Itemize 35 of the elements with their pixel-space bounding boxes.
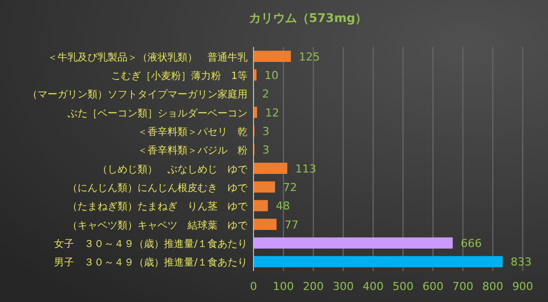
data-label: 2 (262, 88, 270, 101)
y-tick-label: 女子 ３０～４９（歳）推進量/１食あたり (54, 238, 248, 250)
x-tick-label: 0 (250, 280, 257, 293)
y-tick-label: （キャベツ類）キャベツ 結球葉 ゆで (68, 219, 248, 232)
y-tick-label: （しめじ類） ぶなしめじ ゆで (98, 163, 248, 176)
chart-title: カリウム（573mg） (249, 11, 368, 25)
data-label: 125 (298, 50, 320, 64)
y-tick-label: ＜牛乳及び乳製品＞（液状乳類） 普通牛乳 (48, 51, 248, 64)
x-tick-label: 200 (302, 280, 324, 293)
data-label: 3 (262, 144, 270, 157)
y-tick-label: こむぎ［小麦粉］薄力粉 1等 (111, 70, 248, 82)
x-tick-label: 500 (392, 280, 414, 293)
y-tick-label: ＜香辛料類＞パセリ 乾 (138, 126, 248, 138)
y-tick-label: （マーガリン類）ソフトタイプマーガリン家庭用 (28, 88, 248, 101)
data-label: 3 (262, 125, 270, 138)
data-label: 666 (460, 237, 482, 250)
data-label: 48 (276, 200, 290, 213)
data-label: 113 (295, 162, 316, 176)
data-label: 77 (284, 218, 299, 232)
y-tick-label: （たまねぎ類）たまねぎ りん茎 ゆで (68, 200, 248, 213)
y-tick-label: ぶた［ベーコン類］ショルダーベーコン (68, 107, 248, 120)
x-tick-label: 800 (482, 280, 504, 293)
data-label: 833 (510, 256, 532, 269)
y-tick-label: 男子 ３０～４９（歳）推進量/１食あたり (54, 256, 248, 269)
x-tick-label: 400 (362, 280, 384, 293)
data-label: 12 (265, 106, 280, 120)
data-label: 10 (264, 69, 278, 82)
y-tick-label: ＜香辛料類＞バジル 粉 (138, 144, 248, 157)
data-label: 72 (283, 181, 298, 194)
x-tick-label: 600 (422, 280, 444, 293)
x-tick-label: 300 (332, 280, 354, 293)
x-tick-label: 900 (512, 280, 534, 293)
x-tick-label: 100 (272, 280, 294, 293)
y-tick-label: （にんじん類）にんじん根皮むき ゆで (68, 182, 248, 194)
x-tick-label: 700 (452, 280, 474, 293)
